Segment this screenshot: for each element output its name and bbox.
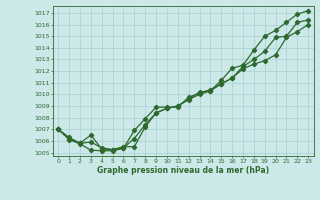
X-axis label: Graphe pression niveau de la mer (hPa): Graphe pression niveau de la mer (hPa) [97,166,269,175]
